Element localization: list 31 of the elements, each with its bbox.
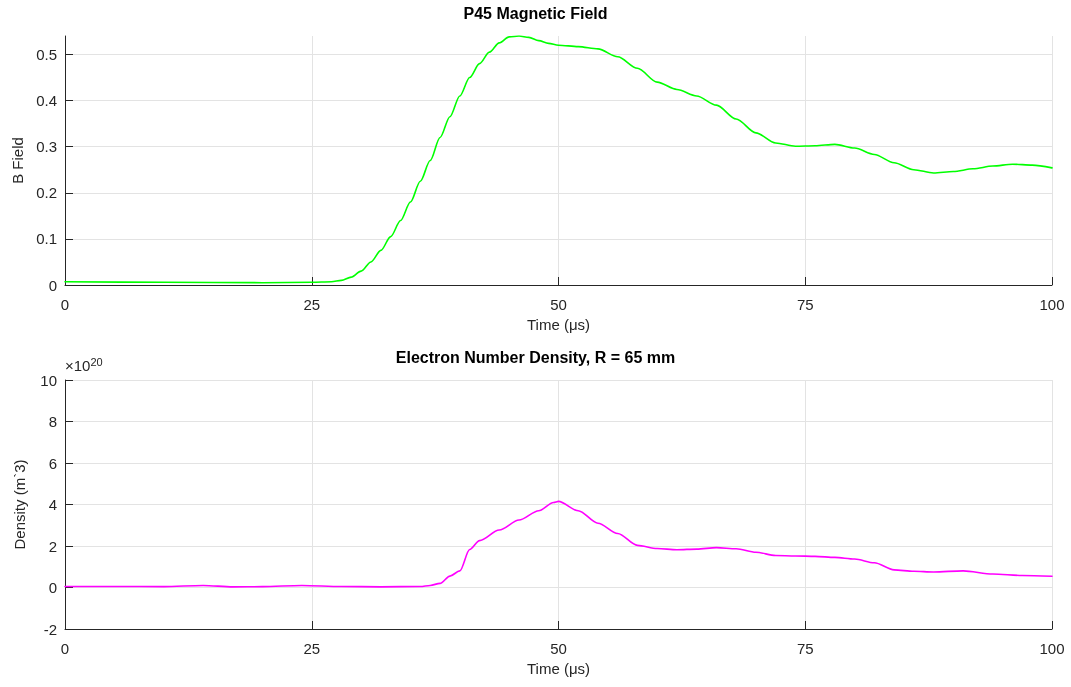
x-tick-label: 25 — [303, 296, 321, 313]
chart-title: P45 Magnetic Field — [463, 4, 608, 22]
y-tick-label: -2 — [43, 620, 57, 637]
y-tick-label: 0.4 — [36, 92, 57, 110]
x-tick-label: 0 — [60, 296, 70, 313]
y-tick-label: 4 — [48, 495, 57, 513]
y-tick-label: 6 — [48, 454, 57, 471]
x-tick-label: 50 — [550, 639, 567, 657]
x-tick-label: 100 — [1039, 296, 1065, 313]
y-tick-label: 0 — [48, 578, 57, 596]
x-tick-label: 50 — [550, 296, 567, 313]
y-tick-label: 10 — [40, 371, 57, 388]
y-tick-label: 0.1 — [36, 230, 57, 248]
y-axis-title: B Field — [9, 137, 27, 184]
y-tick-label: 8 — [48, 412, 57, 430]
x-axis-title: Time (μs) — [526, 659, 591, 677]
y-axis-title: Density (m`3) — [11, 458, 28, 550]
line-series — [64, 500, 1053, 588]
x-tick-label: 75 — [796, 296, 814, 313]
y-tick-label: 0.3 — [36, 138, 57, 156]
x-tick-label: 100 — [1039, 639, 1065, 657]
y-tick-label: 2 — [48, 537, 57, 554]
y-tick-label: 0.5 — [36, 45, 57, 63]
x-tick-label: 75 — [796, 639, 814, 657]
chart-title: Electron Number Density, R = 65 mm — [395, 348, 676, 365]
line-series — [64, 35, 1053, 284]
y-tick-label: 0 — [48, 276, 57, 294]
x-axis-title: Time (μs) — [526, 315, 591, 333]
x-tick-label: 0 — [60, 639, 70, 657]
x-tick-label: 25 — [303, 639, 321, 657]
y-tick-label: 0.2 — [36, 184, 57, 202]
